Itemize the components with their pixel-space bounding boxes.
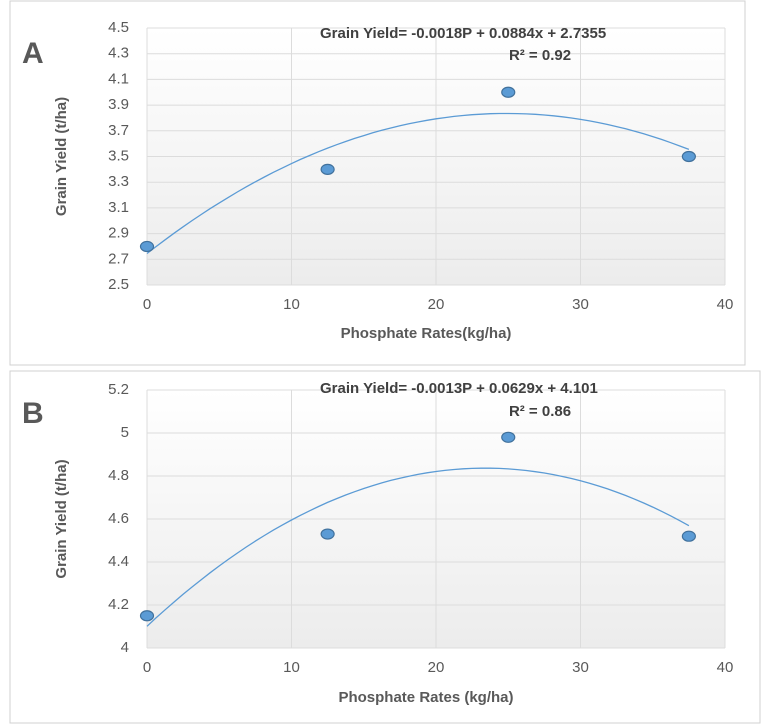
y-tick-label: 3.3 — [108, 173, 129, 190]
x-tick-label: 10 — [283, 659, 300, 676]
y-tick-label: 5 — [121, 424, 129, 441]
y-tick-label: 3.1 — [108, 199, 129, 216]
x-tick-label: 10 — [283, 296, 300, 313]
point — [139, 240, 155, 253]
y-tick-label: 2.7 — [108, 250, 129, 267]
y-tick-label: 4 — [121, 639, 129, 656]
y-tick-label: 4.4 — [108, 553, 129, 570]
x-tick-label: 20 — [428, 296, 445, 313]
point — [320, 163, 335, 175]
y-tick-label: 4.6 — [108, 510, 129, 527]
point — [501, 431, 516, 443]
y-tick-label: 4.3 — [108, 45, 129, 62]
y-axis-title: Grain Yield (t/ha) — [53, 97, 70, 216]
y-tick-label: 4.5 — [108, 19, 129, 36]
point — [320, 528, 335, 540]
trendline — [146, 112, 690, 255]
x-tick-label: 0 — [143, 659, 151, 676]
y-tick-label: 4.1 — [108, 70, 129, 87]
y-tick-label: 4.2 — [108, 596, 129, 613]
panel-label: B — [22, 397, 44, 430]
y-tick-label: 3.7 — [108, 122, 129, 139]
y-axis-title: Grain Yield (t/ha) — [53, 459, 70, 578]
x-tick-label: 20 — [428, 659, 445, 676]
x-tick-label: 40 — [717, 659, 734, 676]
y-tick-label: 4.8 — [108, 467, 129, 484]
y-tick-label: 2.9 — [108, 225, 129, 242]
equation: Grain Yield= -0.0018P + 0.0884x + 2.7355 — [320, 25, 606, 42]
point — [501, 86, 516, 98]
x-tick-label: 30 — [572, 659, 589, 676]
y-tick-label: 2.5 — [108, 276, 129, 293]
point — [139, 610, 155, 622]
trendline — [146, 467, 690, 627]
r-squared: R² = 0.92 — [509, 47, 571, 64]
x-axis-title: Phosphate Rates(kg/ha) — [341, 325, 512, 342]
point — [681, 150, 696, 163]
y-tick-label: 3.5 — [108, 147, 129, 164]
y-tick-label: 5.2 — [108, 381, 129, 398]
x-tick-label: 0 — [143, 296, 151, 313]
x-tick-label: 40 — [717, 296, 734, 313]
y-tick-label: 3.9 — [108, 96, 129, 113]
r-squared: R² = 0.86 — [509, 403, 571, 420]
x-tick-label: 30 — [572, 296, 589, 313]
x-axis-title: Phosphate Rates (kg/ha) — [338, 689, 513, 706]
point — [681, 530, 696, 542]
equation: Grain Yield= -0.0013P + 0.0629x + 4.101 — [320, 380, 598, 397]
panel-label: A — [22, 37, 44, 70]
